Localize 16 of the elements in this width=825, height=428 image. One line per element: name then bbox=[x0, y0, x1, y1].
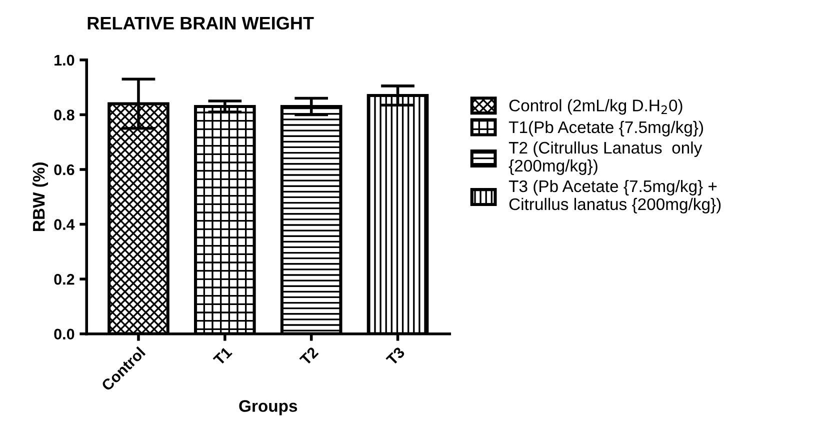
x-tick-label: T2 bbox=[299, 346, 319, 366]
x-tick-label: T3 bbox=[386, 346, 406, 366]
y-tick-label: 0.4 bbox=[54, 219, 75, 230]
y-axis-title: RBW (%) bbox=[32, 162, 48, 231]
legend-label: T2 (Citrullus Lanatus only {200mg/kg}) bbox=[508, 141, 702, 175]
legend-label: T1(Pb Acetate {7.5mg/kg}) bbox=[508, 120, 704, 136]
x-tick-label: T1 bbox=[212, 346, 232, 366]
y-tick-label: 1.0 bbox=[54, 54, 74, 66]
chart-title: RELATIVE BRAIN WEIGHT bbox=[88, 16, 314, 30]
y-tick-label: 0.8 bbox=[54, 110, 74, 120]
y-tick-label: 0.0 bbox=[54, 328, 74, 340]
y-tick-label: 0.2 bbox=[54, 274, 74, 285]
legend-label: Control (2mL/kg D.H$_{2}$0) bbox=[509, 99, 682, 115]
x-axis-title: Groups bbox=[239, 400, 298, 416]
legend-label: T3 (Pb Acetate {7.5mg/kg} + Citrullus lanatus {200mg/kg}) bbox=[508, 180, 721, 214]
y-tick-label: 0.6 bbox=[54, 164, 74, 176]
